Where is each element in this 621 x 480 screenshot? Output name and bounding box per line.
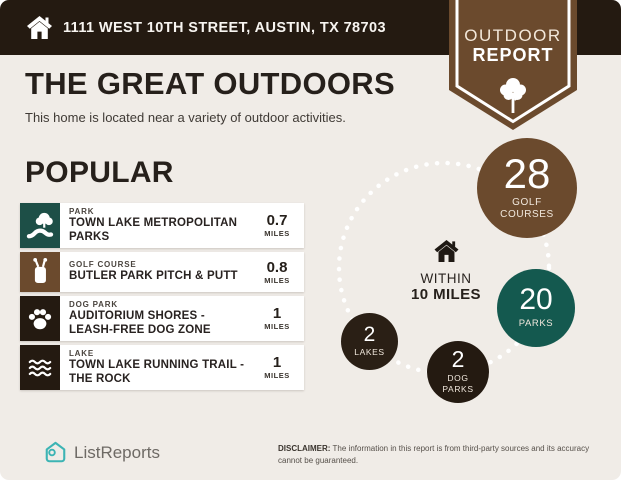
badge-line1: OUTDOOR [464,26,561,45]
stat-label: DOG PARKS [442,373,474,394]
stat-value: 2 [363,323,376,347]
park-icon [20,203,60,249]
item-name: BUTLER PARK PITCH & PUTT [69,270,238,283]
listreports-house-icon [45,441,66,463]
property-address: 1111 WEST 10TH STREET, AUSTIN, TX 78703 [63,19,386,36]
popular-heading: POPULAR [25,156,174,189]
golf-icon [20,252,60,293]
stat-label: PARKS [518,317,554,329]
popular-list: PARK TOWN LAKE METROPOLITAN PARKS 0.7 MI… [20,203,304,394]
paw-icon [20,296,60,342]
item-category: DOG PARK [69,300,118,310]
item-name: TOWN LAKE METROPOLITAN PARKS [69,217,238,243]
item-name: TOWN LAKE RUNNING TRAIL - THE ROCK [69,359,245,385]
item-distance: 0.7 [266,212,288,230]
item-category: LAKE [69,349,94,359]
page-title: THE GREAT OUTDOORS [25,66,395,101]
stat-circle-parks: 20 PARKS [497,269,575,347]
stat-circle-lakes: 2 LAKES [341,313,398,370]
disclaimer-label: DISCLAIMER: [278,444,331,453]
stat-value: 28 [503,150,551,198]
stat-circle-dog-parks: 2 DOG PARKS [427,341,489,403]
radius-center-label: WITHIN 10 MILES [396,239,496,303]
outdoor-report-badge: OUTDOOR REPORT [449,0,577,134]
home-marker-icon [434,239,458,263]
list-item-dog-park: DOG PARK AUDITORIUM SHORES - LEASH-FREE … [20,296,304,342]
home-icon [26,15,53,40]
within-label: WITHIN [420,271,472,286]
item-distance: 1 [272,305,282,323]
list-item-lake: LAKE TOWN LAKE RUNNING TRAIL - THE ROCK … [20,345,304,391]
badge-shield-shape [449,0,577,130]
stat-label: GOLF COURSES [500,196,554,221]
disclaimer-text: DISCLAIMER: The information in this repo… [278,443,612,466]
item-distance-unit: MILES [264,275,290,285]
stat-value: 2 [451,346,465,373]
item-name: AUDITORIUM SHORES - LEASH-FREE DOG ZONE [69,310,211,336]
page-subtitle: This home is located near a variety of o… [25,110,346,125]
tree-icon [500,78,526,113]
stat-label: LAKES [354,347,385,358]
item-category: GOLF COURSE [69,260,137,270]
badge-line2: REPORT [472,45,553,65]
brand-name: ListReports [74,442,160,462]
item-distance-unit: MILES [264,322,290,332]
radius-distance-label: 10 MILES [411,286,481,303]
item-distance-unit: MILES [264,229,290,239]
stat-circle-golf-courses: 28 GOLF COURSES [477,138,577,238]
waves-icon [20,345,60,391]
listreports-logo: ListReports [45,441,160,464]
list-item-park: PARK TOWN LAKE METROPOLITAN PARKS 0.7 MI… [20,203,304,249]
item-category: PARK [69,207,95,216]
disclaimer-body: The information in this report is from t… [278,444,590,465]
item-distance: 1 [272,354,282,372]
item-distance-unit: MILES [264,371,290,381]
stat-value: 20 [519,283,553,317]
list-item-golf-course: GOLF COURSE BUTLER PARK PITCH & PUTT 0.8… [20,252,304,293]
item-distance: 0.8 [266,258,288,276]
